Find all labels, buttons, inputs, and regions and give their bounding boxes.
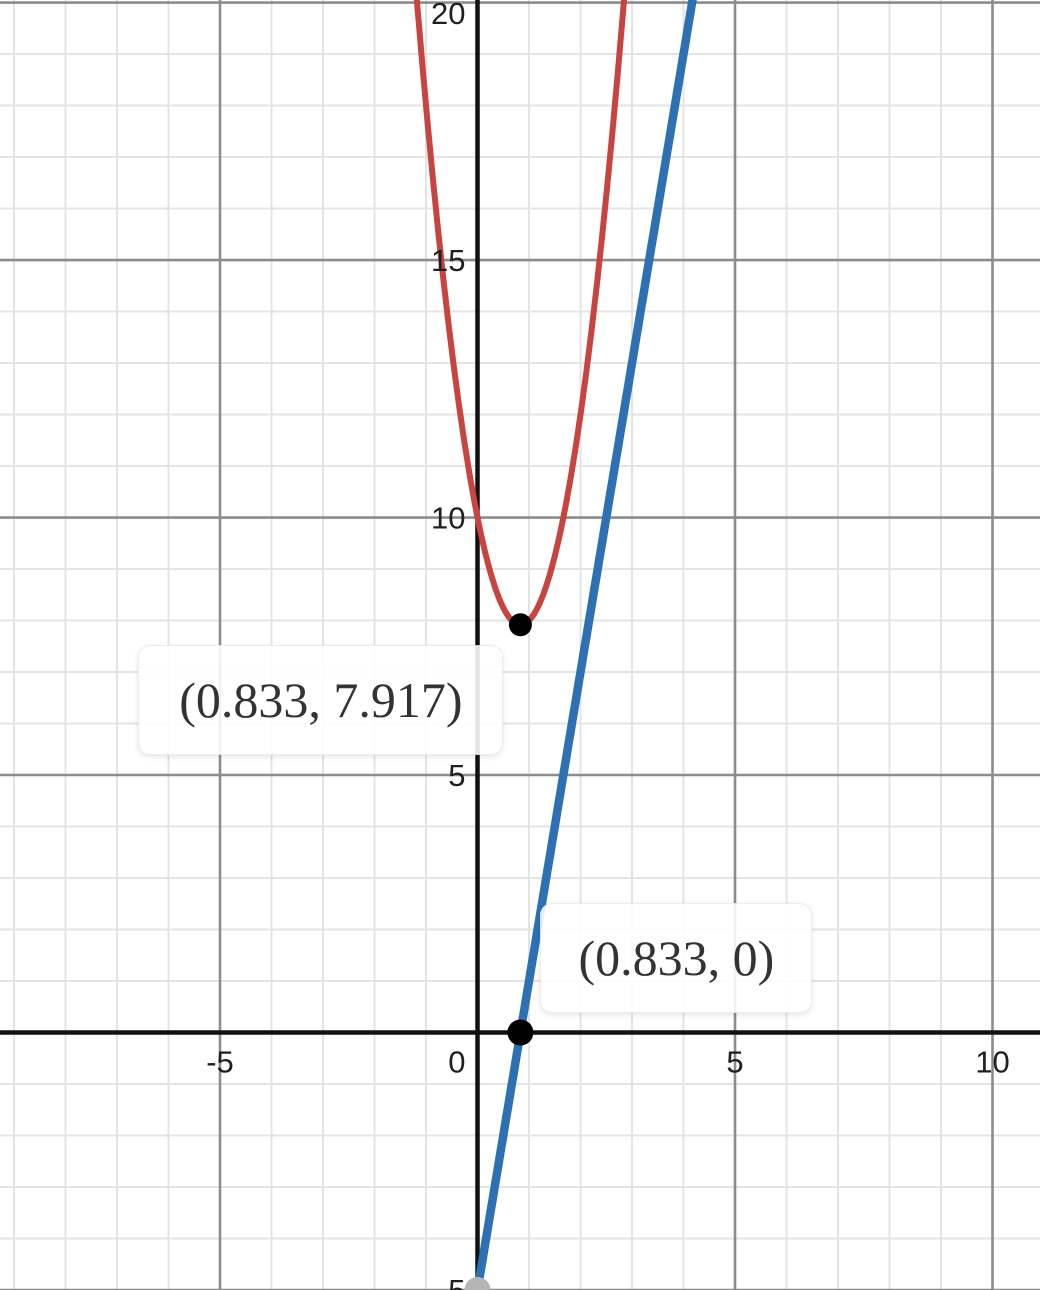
point-label-x-intercept: (0.833, 0) bbox=[540, 902, 813, 1013]
y-tick-label: 15 bbox=[431, 243, 465, 278]
x-tick-label: 0 bbox=[448, 1045, 465, 1080]
axis-tick-labels: -5 0 5 10 20 15 10 5 -5 bbox=[206, 0, 1010, 1290]
y-tick-label: 20 bbox=[431, 0, 465, 31]
x-tick-label: 10 bbox=[975, 1045, 1009, 1080]
point-label-vertex: (0.833, 7.917) bbox=[138, 644, 504, 755]
point-label-x-intercept-text: (0.833, 0) bbox=[578, 929, 775, 986]
point-label-vertex-text: (0.833, 7.917) bbox=[179, 671, 463, 728]
x-tick-label: 5 bbox=[726, 1045, 743, 1080]
point-vertex[interactable] bbox=[508, 613, 532, 637]
point-y-intercept[interactable] bbox=[464, 1277, 491, 1290]
y-tick-label: -5 bbox=[438, 1273, 466, 1290]
x-tick-label: -5 bbox=[206, 1045, 234, 1080]
point-x-intercept[interactable] bbox=[507, 1019, 534, 1046]
y-tick-label: 10 bbox=[431, 501, 465, 536]
y-tick-label: 5 bbox=[448, 758, 465, 793]
